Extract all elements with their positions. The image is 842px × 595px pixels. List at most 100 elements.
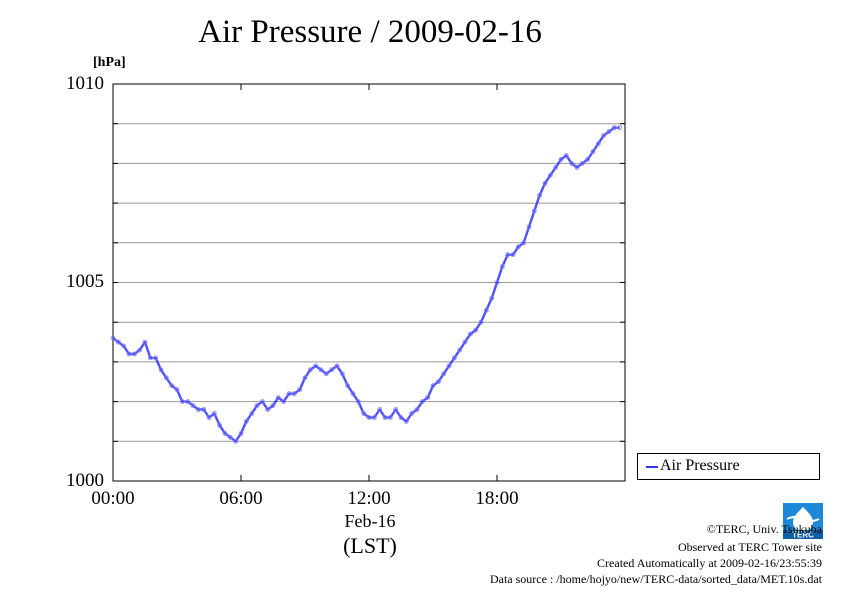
data-point [126, 351, 132, 357]
data-point [329, 367, 335, 373]
data-point [382, 415, 388, 420]
data-point [179, 399, 185, 405]
data-point [227, 434, 233, 440]
data-point [414, 407, 420, 412]
legend-swatch [646, 466, 658, 468]
data-point [270, 403, 276, 409]
data-point [158, 367, 164, 373]
data-point [286, 391, 292, 397]
data-point [350, 391, 356, 397]
data-point [339, 371, 345, 377]
data-point [473, 327, 479, 333]
y-axis-unit: [hPa] [93, 55, 126, 70]
data-point [345, 383, 351, 389]
data-point [537, 192, 543, 198]
data-point [430, 383, 436, 389]
data-point [569, 160, 575, 166]
x-tick-label: 06:00 [219, 488, 263, 509]
data-point [318, 367, 324, 373]
x-axis-timezone-label: (LST) [343, 533, 397, 558]
y-tick-label: 1010 [66, 73, 104, 94]
data-point [190, 403, 196, 409]
data-point [574, 164, 580, 170]
data-point [515, 244, 521, 250]
data-point [425, 395, 431, 401]
data-point [371, 415, 377, 420]
data-point [387, 415, 393, 420]
data-point [366, 415, 372, 420]
data-point [169, 383, 175, 389]
data-point [211, 411, 217, 416]
data-point [291, 391, 297, 397]
data-point [121, 343, 127, 349]
data-point [521, 240, 527, 246]
legend-label: Air Pressure [660, 457, 740, 474]
data-point [579, 160, 585, 166]
terc-logo-icon: TERC [783, 503, 823, 540]
credit-created: Created Automatically at 2009-02-16/23:5… [597, 556, 822, 570]
data-point [217, 422, 223, 428]
data-point [254, 403, 260, 409]
logo-text: TERC [792, 531, 814, 540]
data-point [398, 415, 404, 420]
data-point [617, 125, 623, 131]
data-point [563, 153, 569, 158]
data-point [355, 399, 361, 405]
x-axis-date-label: Feb-16 [344, 511, 396, 531]
data-point [462, 339, 468, 345]
data-point [531, 208, 537, 214]
data-point [526, 224, 532, 230]
data-point [542, 180, 548, 186]
data-point [307, 367, 313, 373]
data-point [153, 355, 159, 361]
data-point [195, 407, 201, 412]
y-tick-label: 1005 [66, 271, 104, 292]
data-point [281, 399, 287, 405]
data-point [137, 347, 143, 353]
data-point [110, 335, 116, 341]
data-point [441, 371, 447, 377]
data-point [483, 307, 489, 313]
data-point [435, 379, 441, 385]
series-line [112, 126, 620, 443]
data-point [297, 387, 303, 393]
data-point [361, 411, 367, 416]
data-point [147, 355, 153, 361]
data-point [233, 438, 239, 444]
credit-observed: Observed at TERC Tower site [677, 540, 822, 554]
data-point [115, 339, 121, 345]
data-point [611, 125, 617, 131]
data-point [377, 407, 383, 412]
data-point [409, 411, 415, 416]
data-point [265, 407, 271, 412]
data-point [585, 156, 591, 162]
data-point [201, 407, 207, 412]
data-point [222, 430, 228, 436]
data-point [595, 141, 601, 147]
data-point [313, 363, 319, 369]
data-point [206, 415, 212, 420]
credit-copyright: ©TERC, Univ. Tsukuba [706, 522, 822, 536]
data-point [142, 339, 148, 345]
data-point [601, 133, 607, 139]
data-point [174, 387, 180, 393]
data-point [547, 172, 553, 178]
data-point [478, 319, 484, 325]
credit-source: Data source : /home/hojyo/new/TERC-data/… [489, 572, 822, 586]
data-point [457, 347, 463, 353]
axis-ticks [112, 83, 625, 482]
terc-logo: TERC [783, 503, 823, 540]
x-tick-label: 00:00 [91, 488, 135, 509]
data-point [302, 375, 308, 381]
chart-title: Air Pressure / 2009-02-16 [198, 14, 542, 50]
data-point [403, 418, 409, 424]
data-point [451, 355, 457, 361]
data-point [446, 363, 452, 369]
data-point [489, 295, 495, 301]
x-tick-label: 18:00 [475, 488, 519, 509]
x-tick-label: 12:00 [347, 488, 391, 509]
data-point [275, 395, 281, 401]
data-point [243, 418, 249, 424]
data-point [249, 411, 255, 416]
